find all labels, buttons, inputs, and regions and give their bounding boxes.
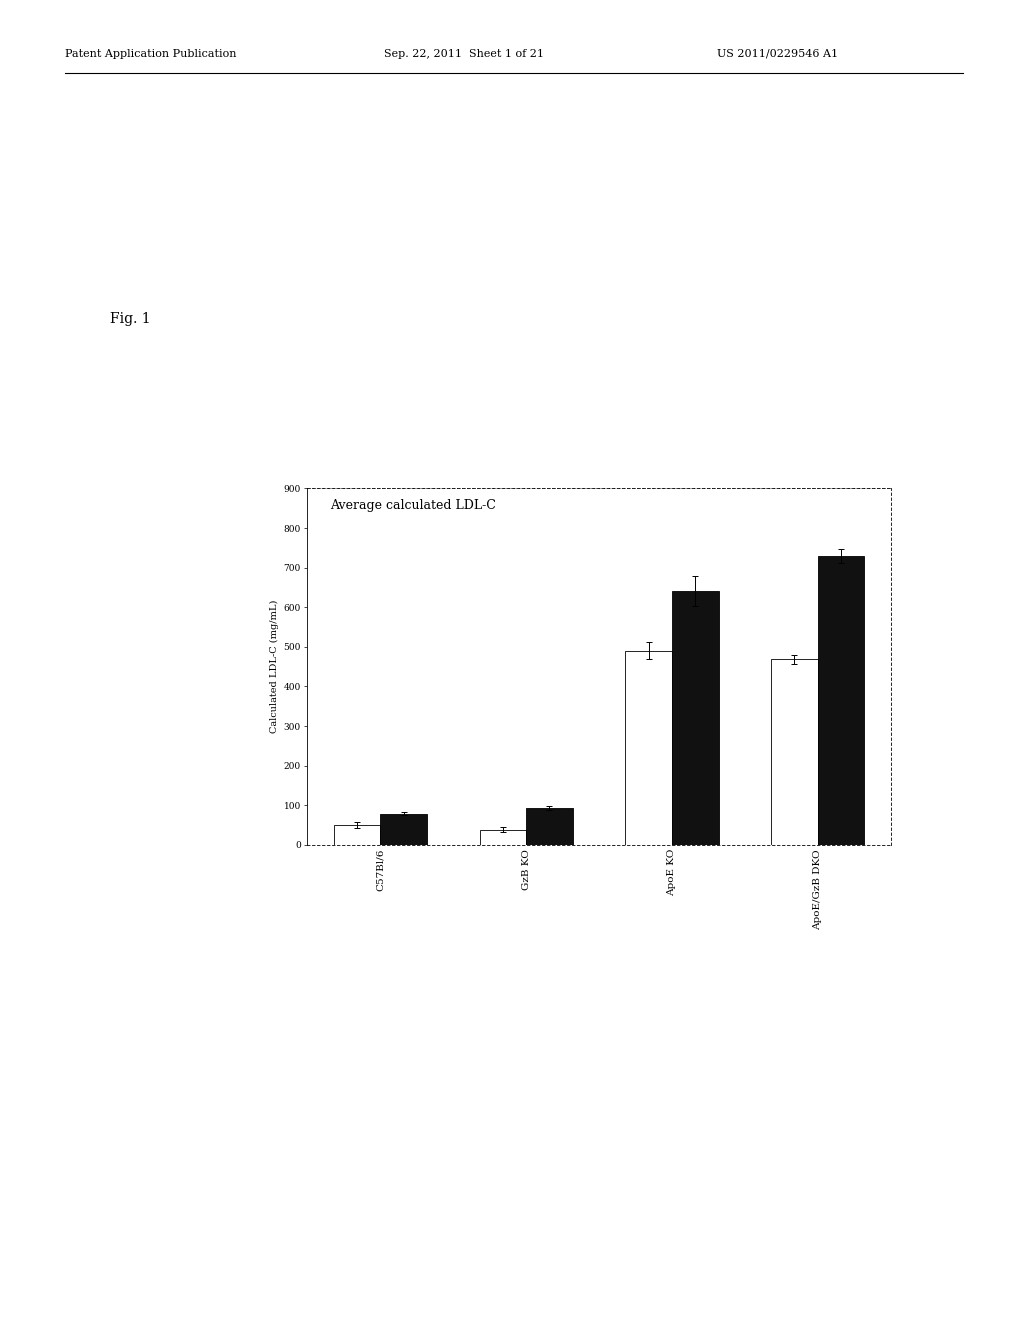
Bar — [380, 814, 427, 845]
Text: Sep. 22, 2011  Sheet 1 of 21: Sep. 22, 2011 Sheet 1 of 21 — [384, 49, 544, 59]
Bar — [818, 556, 864, 845]
Text: Average calculated LDL-C: Average calculated LDL-C — [331, 499, 497, 512]
Bar — [626, 651, 672, 845]
Bar — [672, 591, 719, 845]
Y-axis label: Calculated LDL-C (mg/mL): Calculated LDL-C (mg/mL) — [270, 599, 280, 734]
Text: US 2011/0229546 A1: US 2011/0229546 A1 — [717, 49, 838, 59]
Text: Patent Application Publication: Patent Application Publication — [65, 49, 236, 59]
Bar — [479, 830, 526, 845]
Text: Fig. 1: Fig. 1 — [110, 313, 151, 326]
Bar — [334, 825, 380, 845]
Bar — [526, 808, 572, 845]
Bar — [771, 660, 818, 845]
